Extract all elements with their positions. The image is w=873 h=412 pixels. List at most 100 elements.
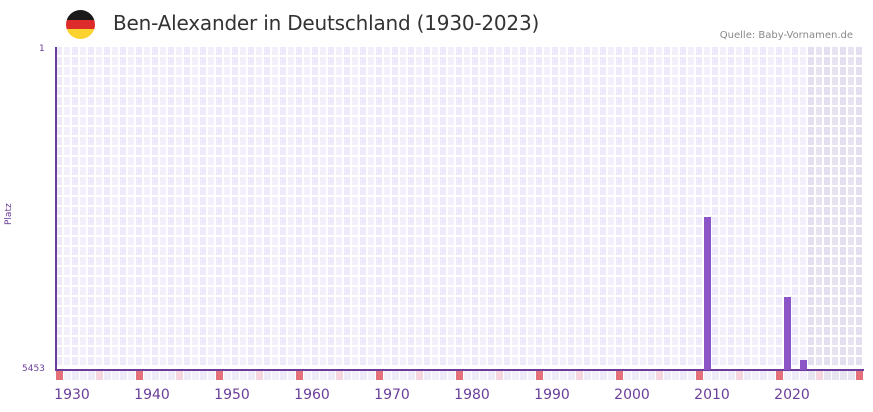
grid-cell — [88, 247, 96, 257]
grid-cell — [696, 57, 704, 67]
grid-cell — [304, 177, 312, 187]
grid-cell — [552, 157, 560, 167]
grid-cell — [648, 317, 656, 327]
grid-cell — [768, 87, 776, 97]
grid-cell — [328, 227, 336, 237]
grid-cell — [216, 307, 224, 317]
grid-cell — [448, 267, 456, 277]
grid-cell — [56, 147, 64, 157]
grid-cell — [216, 297, 224, 307]
grid-cell — [680, 297, 688, 307]
grid-cell — [272, 47, 280, 57]
grid-cell — [352, 77, 360, 87]
grid-cell — [64, 347, 72, 357]
grid-cell — [184, 287, 192, 297]
grid-cell — [232, 307, 240, 317]
grid-cell — [472, 67, 480, 77]
grid-cell — [136, 207, 144, 217]
grid-cell — [592, 77, 600, 87]
grid-cell — [128, 117, 136, 127]
grid-cell — [88, 207, 96, 217]
grid-cell — [296, 177, 304, 187]
grid-cell — [632, 47, 640, 57]
grid-cell — [664, 337, 672, 347]
grid-cell — [424, 157, 432, 167]
grid-cell — [696, 237, 704, 247]
x-tick-label: 1960 — [294, 387, 330, 403]
grid-cell — [496, 307, 504, 317]
rank-bar[interactable] — [800, 360, 807, 370]
grid-cell — [88, 157, 96, 167]
grid-cell — [200, 307, 208, 317]
grid-cell — [856, 267, 864, 277]
grid-cell — [680, 157, 688, 167]
rank-bar[interactable] — [784, 297, 791, 370]
grid-cell — [280, 277, 288, 287]
grid-cell — [544, 207, 552, 217]
grid-cell — [816, 307, 824, 317]
grid-cell — [336, 87, 344, 97]
grid-cell — [456, 137, 464, 147]
grid-cell — [840, 257, 848, 267]
grid-cell — [768, 47, 776, 57]
grid-cell — [504, 147, 512, 157]
grid-cell — [80, 87, 88, 97]
grid-cell — [144, 137, 152, 147]
rank-bar[interactable] — [704, 217, 711, 370]
grid-cell — [544, 267, 552, 277]
grid-cell — [512, 57, 520, 67]
grid-cell — [152, 157, 160, 167]
grid-cell — [184, 237, 192, 247]
grid-cell — [672, 117, 680, 127]
grid-cell — [632, 257, 640, 267]
grid-cell — [168, 137, 176, 147]
grid-cell — [160, 347, 168, 357]
grid-cell — [672, 67, 680, 77]
grid-cell — [152, 227, 160, 237]
grid-cell — [136, 147, 144, 157]
grid-cell — [600, 47, 608, 57]
grid-cell — [432, 157, 440, 167]
grid-cell — [240, 357, 248, 367]
grid-cell — [752, 137, 760, 147]
grid-cell — [688, 297, 696, 307]
grid-cell — [376, 217, 384, 227]
grid-cell — [112, 167, 120, 177]
grid-cell — [592, 67, 600, 77]
grid-cell — [424, 207, 432, 217]
grid-cell — [752, 127, 760, 137]
grid-cell — [136, 187, 144, 197]
grid-cell — [240, 307, 248, 317]
grid-cell — [376, 247, 384, 257]
grid-cell — [248, 217, 256, 227]
grid-cell — [416, 237, 424, 247]
grid-cell — [136, 217, 144, 227]
grid-cell — [272, 277, 280, 287]
grid-cell — [752, 317, 760, 327]
grid-cell — [304, 327, 312, 337]
grid-cell — [816, 107, 824, 117]
grid-cell — [688, 207, 696, 217]
grid-cell — [320, 147, 328, 157]
grid-cell — [712, 57, 720, 67]
grid-cell — [696, 177, 704, 187]
grid-cell — [368, 87, 376, 97]
grid-cell — [56, 57, 64, 67]
grid-cell — [304, 257, 312, 267]
grid-cell — [680, 97, 688, 107]
grid-cell — [808, 57, 816, 67]
grid-cell — [320, 217, 328, 227]
grid-cell — [304, 287, 312, 297]
marker-cell — [424, 371, 431, 380]
marker-cell — [280, 371, 287, 380]
grid-cell — [536, 307, 544, 317]
grid-cell — [648, 57, 656, 67]
grid-cell — [664, 177, 672, 187]
grid-cell — [656, 87, 664, 97]
grid-cell — [152, 97, 160, 107]
grid-cell — [680, 67, 688, 77]
grid-cell — [760, 267, 768, 277]
grid-cell — [584, 337, 592, 347]
grid-cell — [624, 117, 632, 127]
grid-cell — [704, 177, 712, 187]
